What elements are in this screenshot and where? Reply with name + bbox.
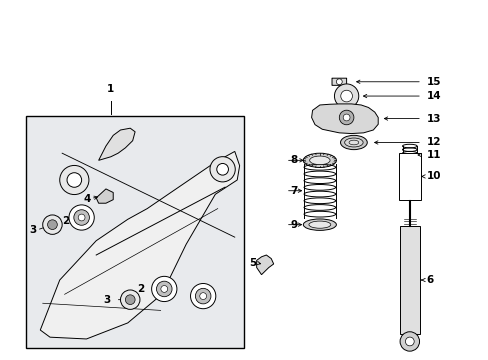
Circle shape	[399, 332, 419, 351]
Circle shape	[60, 166, 89, 194]
Circle shape	[190, 283, 215, 309]
Bar	[398, 153, 420, 200]
Text: 2: 2	[137, 284, 144, 294]
Text: 8: 8	[290, 156, 297, 165]
Circle shape	[47, 220, 57, 230]
Polygon shape	[256, 255, 273, 275]
Text: 14: 14	[426, 91, 441, 101]
Circle shape	[334, 84, 358, 108]
Text: 6: 6	[426, 275, 433, 285]
Ellipse shape	[303, 153, 336, 167]
Text: 5: 5	[249, 258, 256, 268]
Polygon shape	[96, 189, 113, 203]
Text: 3: 3	[30, 225, 37, 235]
Text: 2: 2	[62, 216, 69, 226]
Ellipse shape	[303, 219, 336, 230]
Circle shape	[195, 288, 210, 304]
Circle shape	[156, 281, 172, 297]
Circle shape	[161, 285, 167, 292]
Circle shape	[339, 110, 353, 125]
Ellipse shape	[340, 135, 366, 150]
Circle shape	[125, 295, 135, 305]
Polygon shape	[99, 128, 135, 160]
Bar	[399, 226, 419, 334]
Bar	[26, 116, 244, 348]
Text: 11: 11	[426, 150, 441, 160]
Circle shape	[78, 214, 85, 221]
Text: 3: 3	[103, 295, 111, 305]
FancyBboxPatch shape	[331, 78, 346, 85]
Circle shape	[74, 210, 89, 225]
Circle shape	[336, 79, 342, 85]
Text: 9: 9	[290, 220, 297, 230]
Ellipse shape	[348, 140, 358, 145]
Circle shape	[209, 157, 235, 182]
Circle shape	[120, 290, 140, 309]
Circle shape	[340, 90, 352, 102]
Text: 15: 15	[426, 77, 441, 87]
Ellipse shape	[309, 156, 329, 165]
Text: 12: 12	[426, 138, 441, 148]
Text: 13: 13	[426, 113, 441, 123]
Ellipse shape	[308, 221, 330, 228]
Circle shape	[200, 293, 206, 300]
Circle shape	[216, 163, 228, 175]
Polygon shape	[311, 104, 377, 134]
Text: 7: 7	[290, 186, 298, 196]
Circle shape	[343, 114, 349, 121]
Ellipse shape	[344, 138, 363, 147]
Text: 10: 10	[426, 171, 441, 181]
Text: 4: 4	[83, 194, 91, 203]
Circle shape	[67, 173, 81, 187]
Polygon shape	[40, 152, 239, 339]
Circle shape	[69, 205, 94, 230]
Circle shape	[405, 337, 413, 346]
Text: 1: 1	[107, 84, 114, 94]
Circle shape	[42, 215, 62, 234]
Circle shape	[151, 276, 177, 302]
